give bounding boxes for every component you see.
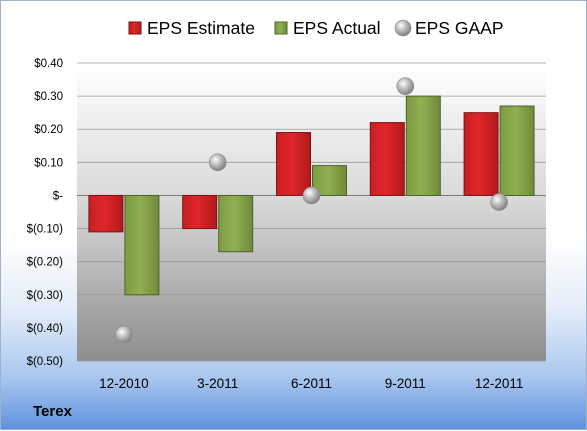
y-tick-label: $- bbox=[53, 190, 63, 202]
gaap-marker bbox=[490, 193, 508, 211]
estimate-bar bbox=[276, 132, 311, 196]
actual-bar bbox=[124, 194, 160, 296]
actual-bar bbox=[499, 105, 535, 196]
gaap-marker bbox=[208, 153, 227, 172]
legend-actual-swatch bbox=[274, 21, 288, 35]
x-tick-label: 3-2011 bbox=[197, 376, 238, 391]
y-tick-label: $0.40 bbox=[34, 58, 63, 70]
y-tick-label: $(0.50) bbox=[27, 356, 64, 368]
y-tick-label: $(0.40) bbox=[27, 323, 64, 335]
gaap-marker bbox=[302, 186, 321, 205]
gaap-marker bbox=[115, 325, 133, 344]
estimate-bar bbox=[463, 112, 499, 196]
y-tick-label: $(0.20) bbox=[27, 257, 64, 269]
actual-bar bbox=[218, 194, 254, 253]
legend-estimate-swatch bbox=[128, 21, 142, 35]
legend-gaap-label: EPS GAAP bbox=[415, 18, 504, 38]
y-tick-label: $(0.30) bbox=[27, 290, 64, 302]
legend-estimate-label: EPS Estimate bbox=[147, 18, 255, 38]
estimate-bar bbox=[369, 122, 405, 196]
estimate-bar bbox=[182, 194, 218, 230]
y-tick-label: $0.30 bbox=[34, 91, 63, 103]
legend-gaap-swatch bbox=[394, 19, 412, 37]
company-label: Terex bbox=[33, 403, 72, 420]
y-tick-label: $(0.10) bbox=[27, 224, 64, 236]
x-tick-label: 12-2010 bbox=[99, 376, 149, 391]
x-tick-label: 9-2011 bbox=[385, 376, 426, 391]
estimate-bar bbox=[88, 194, 124, 233]
y-tick-label: $0.20 bbox=[34, 124, 63, 136]
legend-actual-label: EPS Actual bbox=[293, 18, 381, 38]
actual-bar bbox=[405, 95, 441, 196]
x-tick-label: 12-2011 bbox=[475, 376, 524, 391]
gaap-marker bbox=[396, 77, 415, 95]
x-tick-label: 6-2011 bbox=[291, 376, 332, 391]
y-tick-label: $0.10 bbox=[34, 157, 63, 169]
